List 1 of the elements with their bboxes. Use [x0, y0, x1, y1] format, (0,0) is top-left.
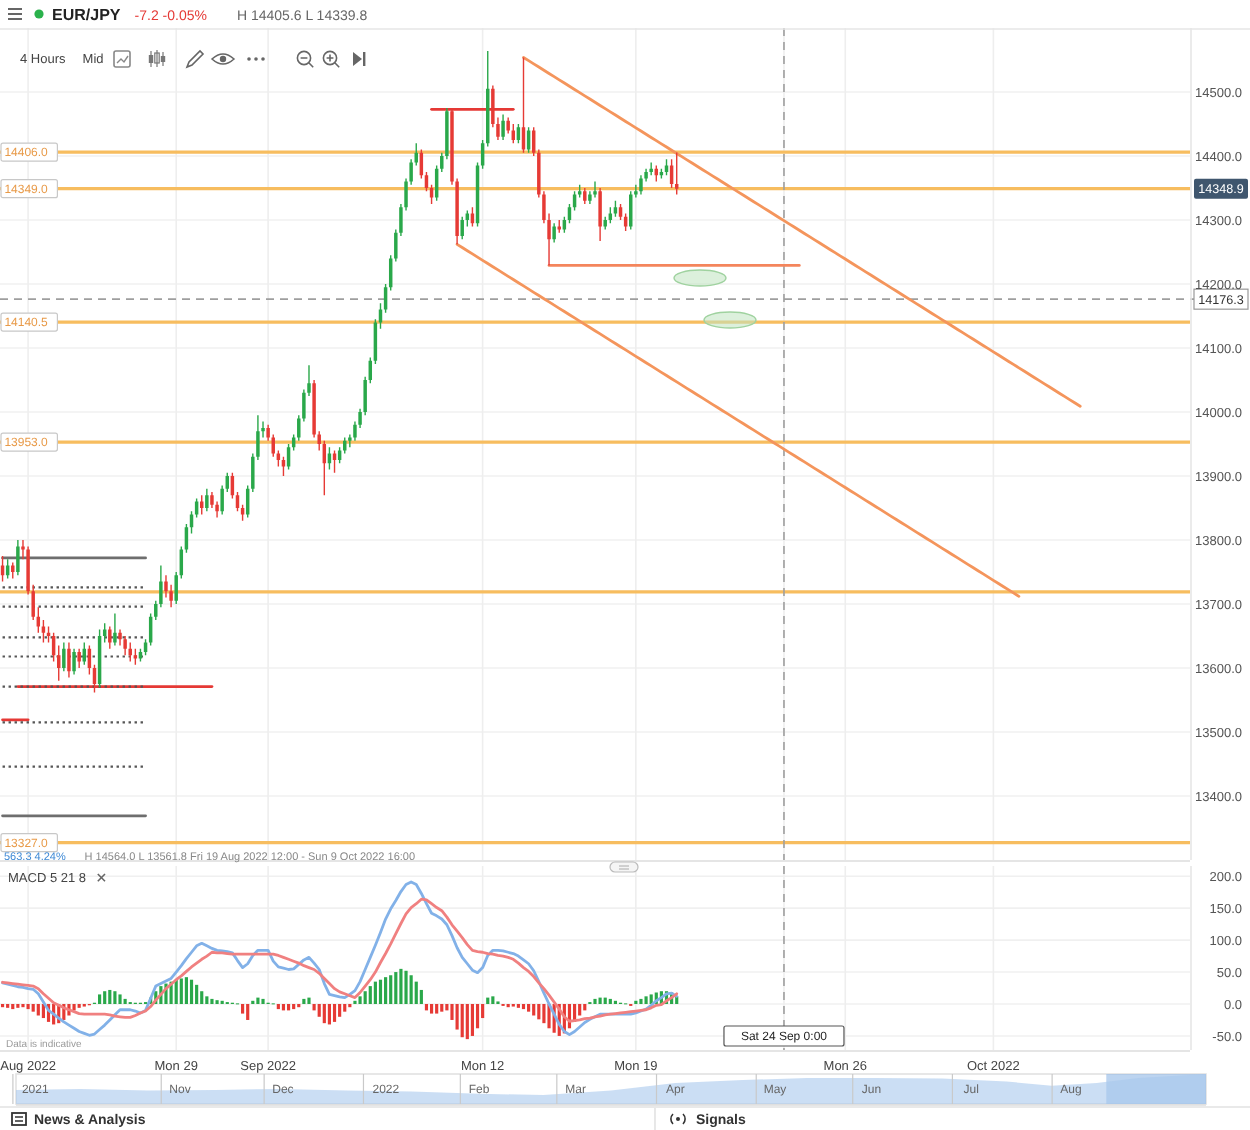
chart-title: EUR/JPY	[52, 6, 122, 25]
